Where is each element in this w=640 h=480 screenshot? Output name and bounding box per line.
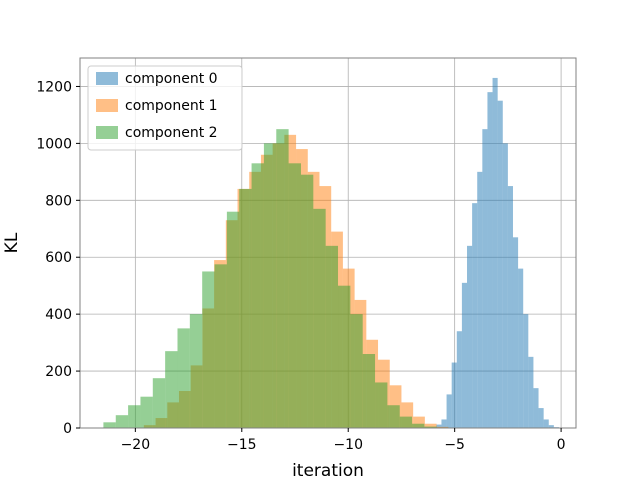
histogram-bar — [401, 402, 414, 428]
x-axis-ticks: −20 −15 −10 −5 0 — [121, 428, 566, 453]
legend-swatch — [96, 126, 118, 139]
histogram-bar — [436, 424, 442, 428]
x-tick-label: −20 — [121, 437, 151, 453]
legend-swatch — [96, 99, 118, 112]
y-tick-label: 200 — [45, 364, 72, 380]
histogram-bar — [177, 328, 190, 428]
histogram-bar — [288, 163, 301, 429]
histogram-bar — [165, 351, 178, 428]
series-0-bars — [431, 77, 559, 429]
x-tick-label: −15 — [227, 437, 257, 453]
histogram-bar — [538, 408, 544, 428]
y-axis-ticks: 0 200 400 600 800 1000 1200 — [36, 79, 80, 437]
histogram-bar — [543, 419, 549, 428]
x-tick-label: 0 — [557, 437, 566, 453]
histogram-bar — [482, 129, 488, 428]
histogram-bar — [251, 163, 264, 429]
histogram-bar — [350, 314, 363, 428]
plot-frame — [79, 57, 577, 429]
histogram-bar — [338, 285, 351, 428]
legend-label: component 1 — [125, 98, 218, 114]
histogram-bar — [507, 186, 513, 428]
histogram-bar — [413, 416, 425, 428]
histogram-bar — [456, 331, 462, 428]
histogram-bar — [512, 237, 519, 428]
histogram-bar — [492, 77, 498, 428]
y-tick-label: 1200 — [36, 79, 72, 95]
legend-label: component 2 — [125, 125, 218, 141]
histogram-bar — [387, 405, 400, 428]
series-2-bars — [103, 129, 450, 429]
histogram-bar — [451, 362, 457, 428]
histogram-bar — [152, 378, 166, 428]
histogram-bar — [467, 245, 473, 428]
legend-item: component 2 — [96, 125, 218, 141]
histogram-bar — [528, 356, 534, 428]
legend-swatch — [96, 72, 118, 85]
legend-frame — [87, 65, 243, 151]
legend-items: component 0 component 1 component 2 — [96, 71, 218, 141]
histogram-bar — [523, 314, 529, 428]
histogram-bar — [202, 271, 215, 428]
histogram-bar — [325, 245, 339, 428]
histogram-bar — [140, 396, 153, 428]
histogram-bar — [487, 92, 493, 429]
histogram-bars — [103, 77, 559, 429]
y-tick-label: 0 — [63, 421, 72, 437]
histogram-bar — [115, 415, 129, 428]
histogram-bar — [533, 388, 539, 428]
histogram-bar — [502, 143, 508, 428]
legend-item: component 0 — [96, 71, 218, 87]
histogram-bar — [518, 268, 524, 428]
legend: component 0 component 1 component 2 — [87, 65, 243, 151]
histogram-bar — [226, 211, 240, 428]
y-tick-label: 800 — [45, 193, 72, 209]
histogram-bar — [214, 264, 227, 428]
y-tick-label: 1000 — [36, 136, 72, 152]
histogram-bar — [424, 426, 437, 428]
histogram-bar — [412, 423, 425, 428]
legend-item: component 1 — [96, 98, 218, 114]
histogram-bar — [276, 129, 289, 428]
histogram-bar — [497, 100, 503, 428]
histogram-bar — [300, 174, 314, 428]
histogram-bar — [239, 188, 252, 428]
histogram-bar — [472, 203, 478, 428]
histogram-bar — [103, 422, 116, 428]
histogram-bar — [399, 416, 413, 428]
y-tick-label: 600 — [45, 250, 72, 266]
histogram-bar — [548, 425, 554, 428]
histogram-bar — [477, 171, 483, 428]
legend-label: component 0 — [125, 71, 218, 87]
histogram-bar — [263, 143, 277, 428]
x-axis-label: iteration — [292, 461, 364, 480]
histogram-bar — [313, 208, 326, 428]
histogram-bar — [375, 382, 388, 428]
histogram-bar — [189, 314, 203, 428]
histogram-bar — [441, 419, 447, 428]
y-axis-label: KL — [2, 232, 22, 253]
x-tick-label: −10 — [333, 437, 363, 453]
y-tick-label: 400 — [45, 307, 72, 323]
histogram-bar — [128, 405, 141, 428]
histogram-bar — [362, 354, 376, 428]
x-tick-label: −5 — [444, 437, 465, 453]
histogram-bar — [446, 394, 452, 428]
histogram-bar — [424, 423, 437, 428]
histogram-bar — [461, 282, 468, 428]
